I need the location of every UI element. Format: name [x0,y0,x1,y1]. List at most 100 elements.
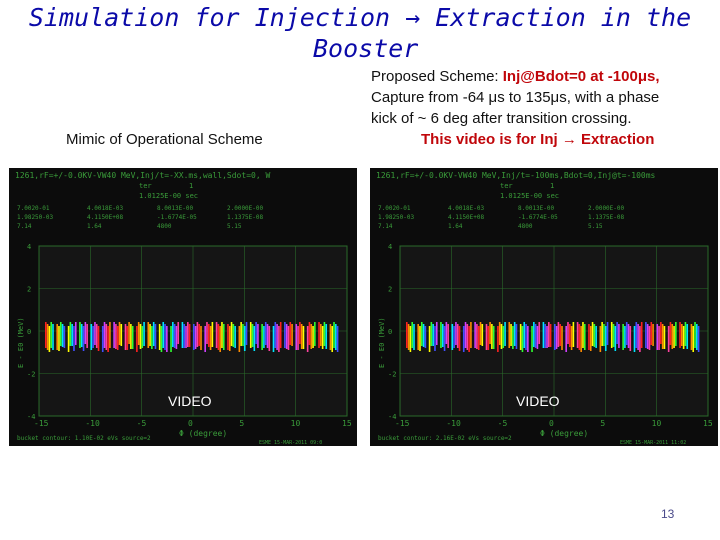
beam-streak [458,326,461,351]
beam-streak [474,322,476,348]
beam-streak [476,324,478,349]
beam-streak [266,324,269,348]
beam-streak [299,322,301,344]
beam-streak [479,322,482,345]
beam-streak [154,324,157,349]
beam-streak [329,324,332,350]
beam-streak [603,324,605,346]
plot-footer-left: bucket contour: 2.16E-02 eVs source=2 [378,435,512,442]
beam-streak [434,326,436,351]
param-cell: -1.6774E-05 [518,214,558,221]
beam-streak [103,322,106,348]
right-video-panel[interactable]: 1261,rF=+/-0.0KV-VW40 MeV,Inj/t=-100ms,B… [370,168,718,446]
beam-streak [58,326,60,351]
beam-streak [272,326,275,352]
param-cell: 4800 [518,223,533,230]
plot-footer-right: ESME 15-MAR-2011 09:0 [259,440,322,446]
beam-streak [588,324,590,350]
beam-streak [320,324,322,346]
beam-streak [510,324,512,346]
beam-streak [50,322,52,348]
beam-streak [207,324,210,347]
beam-streak [295,324,298,350]
beam-streak [181,322,184,348]
beam-streak [679,322,681,348]
beam-streak [589,326,592,351]
param-cell: -1.6774E-05 [157,214,197,221]
beam-streak [637,324,639,350]
beam-streak [221,322,223,348]
beam-streak [492,326,495,349]
left-phase-space-plot: 1261,rF=+/-0.0KV-VW40 MeV,Inj/t=-XX.ms,w… [15,171,352,446]
beam-streak [591,322,594,346]
plot-header: 1261,rF=+/-0.0KV-VW40 MeV,Inj/t=-100ms,B… [376,171,656,180]
right-phase-space-plot: 1261,rF=+/-0.0KV-VW40 MeV,Inj/t=-100ms,B… [376,171,713,446]
beam-streak [614,326,617,351]
beam-streak [131,326,134,349]
beam-streak [648,326,651,350]
beam-streak [215,322,218,348]
beam-streak [318,322,320,348]
beam-streak [284,322,286,348]
beam-streak [481,324,484,346]
beam-streak [321,326,324,349]
beam-streak [567,322,569,344]
beam-streak [417,324,419,350]
proposed-line3: kick of ~ 6 deg after transition crossin… [371,110,632,127]
beam-streak [209,326,212,350]
beam-streak [336,326,339,352]
turn-value: 1 [550,182,554,190]
beam-streak [502,326,505,348]
beam-streak [149,324,151,346]
beam-streak [538,322,541,344]
beam-streak [554,324,556,350]
beam-streak [59,322,62,346]
beam-streak [684,322,687,346]
beam-streak [172,322,174,347]
beam-streak [74,322,77,345]
beam-streak [667,326,670,352]
beam-streak [251,324,254,347]
x-tick-label: -5 [137,419,147,428]
beam-streak [278,326,280,352]
beam-streak [559,324,561,346]
beam-streak [255,322,257,344]
x-tick-label: 15 [342,419,352,428]
beam-streak [234,326,236,348]
beam-streak [696,324,698,350]
y-tick-label: 2 [388,286,392,294]
beam-streak [194,326,197,349]
x-tick-label: 10 [291,419,301,428]
beam-streak [464,322,467,348]
beam-streak [491,324,493,349]
beam-streak [198,324,200,346]
beam-streak [177,322,180,344]
beam-streak [276,324,278,350]
beam-streak [639,326,641,352]
beam-streak [422,324,425,347]
beam-streak [406,322,408,348]
beam-streak [306,326,309,352]
beam-streak [534,324,537,348]
x-axis-label: Φ (degree) [179,429,227,438]
beam-streak [97,326,100,351]
beam-streak [420,322,423,346]
y-tick-label: 0 [388,328,392,336]
beam-streak [92,326,94,348]
beam-streak [130,324,132,349]
beam-streak [79,322,81,348]
beam-streak [82,326,85,351]
param-cell: 4800 [157,223,172,230]
operational-scheme-caption: Mimic of Operational Scheme [66,131,263,148]
beam-streak [606,322,609,345]
beam-streak [113,322,115,348]
left-video-panel[interactable]: 1261,rF=+/-0.0KV-VW40 MeV,Inj/t=-XX.ms,w… [9,168,357,446]
beam-streak [46,324,49,350]
beam-streak [291,324,293,346]
beam-streak [610,322,613,348]
param-cell: 1.98250-03 [17,214,54,221]
beam-streak [411,322,413,348]
beam-streak [124,324,127,350]
beam-streak [440,322,442,348]
beam-streak [73,326,75,351]
